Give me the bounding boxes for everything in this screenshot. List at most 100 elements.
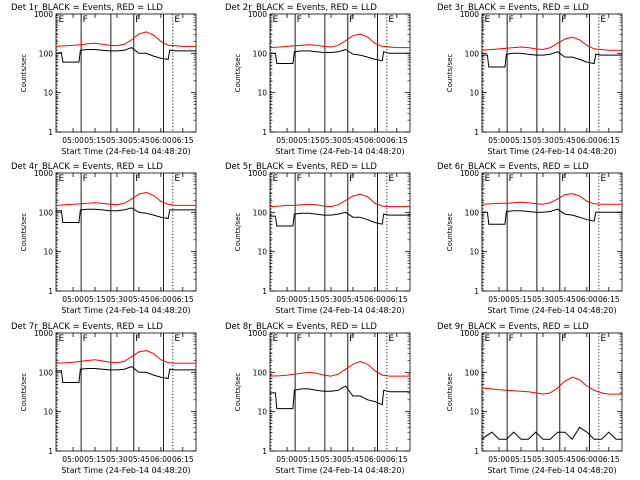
series-line xyxy=(55,31,196,47)
y-tick-label: 1000 xyxy=(248,10,267,19)
y-axis-label: Counts/sec xyxy=(446,54,454,93)
x-tick-label: 06:00 xyxy=(150,455,172,464)
y-tick-label: 1000 xyxy=(248,169,267,178)
series-line xyxy=(269,193,410,208)
x-tick-label: 06:00 xyxy=(364,295,386,304)
x-tick-label: 05:45 xyxy=(554,295,576,304)
series-line xyxy=(481,193,622,205)
marker-label: F xyxy=(349,174,354,184)
x-tick-label: 05:45 xyxy=(128,136,150,145)
plot-frame xyxy=(55,332,197,452)
marker-label: F xyxy=(509,15,514,25)
x-tick-label: 05:00 xyxy=(488,455,510,464)
y-tick-label: 1 xyxy=(48,128,53,137)
chart-title: Det 5r_BLACK = Events, RED = LLD xyxy=(225,162,377,172)
series-line xyxy=(269,48,410,64)
x-axis-label: Start Time (24-Feb-14 04:48:20) xyxy=(487,466,616,475)
marker-label: F xyxy=(349,15,354,25)
y-tick-label: 100 xyxy=(253,208,268,217)
y-tick-label: 10 xyxy=(469,89,479,98)
series-line xyxy=(269,360,410,377)
y-tick-label: 1000 xyxy=(34,169,53,178)
x-tick-label: 05:00 xyxy=(488,136,510,145)
marker-label: F xyxy=(349,334,354,344)
marker-label: F xyxy=(297,334,302,344)
x-axis-label: Start Time (24-Feb-14 04:48:20) xyxy=(275,147,404,156)
y-tick-label: 100 xyxy=(39,49,54,58)
x-tick-label: 06:00 xyxy=(150,136,172,145)
x-tick-label: 05:45 xyxy=(554,455,576,464)
x-tick-label: 06:15 xyxy=(598,455,620,464)
x-tick-label: 06:00 xyxy=(364,136,386,145)
marker-label: F xyxy=(509,174,514,184)
plot-frame xyxy=(55,172,197,292)
series-line xyxy=(55,349,196,364)
series-line xyxy=(481,376,622,395)
y-tick-label: 10 xyxy=(469,248,479,257)
x-tick-label: 05:30 xyxy=(532,295,554,304)
x-tick-label: 05:15 xyxy=(298,295,320,304)
x-tick-label: 05:45 xyxy=(554,136,576,145)
series-line xyxy=(481,36,622,51)
x-tick-label: 05:45 xyxy=(128,295,150,304)
y-tick-label: 100 xyxy=(253,49,268,58)
marker-label: E xyxy=(58,174,64,184)
plot-frame xyxy=(55,13,197,133)
marker-label: E xyxy=(272,334,278,344)
marker-label: E xyxy=(388,174,394,184)
series-line xyxy=(55,47,196,63)
marker-label: F xyxy=(135,174,140,184)
marker-label: F xyxy=(297,174,302,184)
y-tick-label: 1 xyxy=(474,447,479,456)
chart-title: Det 1r_BLACK = Events, RED = LLD xyxy=(11,3,163,13)
plot-frame xyxy=(481,172,623,292)
marker-label: F xyxy=(297,15,302,25)
y-tick-label: 10 xyxy=(257,248,267,257)
plot-frame xyxy=(269,13,411,133)
x-axis-label: Start Time (24-Feb-14 04:48:20) xyxy=(275,306,404,315)
y-tick-label: 1000 xyxy=(34,10,53,19)
plot-frame xyxy=(481,332,623,452)
x-axis-label: Start Time (24-Feb-14 04:48:20) xyxy=(61,306,190,315)
y-tick-label: 100 xyxy=(39,208,54,217)
x-tick-label: 05:45 xyxy=(128,455,150,464)
y-tick-label: 100 xyxy=(39,368,54,377)
x-tick-label: 06:15 xyxy=(172,136,194,145)
x-tick-label: 05:30 xyxy=(532,136,554,145)
chart-title: Det 4r_BLACK = Events, RED = LLD xyxy=(11,162,163,172)
series-line xyxy=(55,207,196,223)
y-tick-label: 1 xyxy=(48,447,53,456)
marker-label: E xyxy=(272,174,278,184)
x-tick-label: 05:00 xyxy=(276,136,298,145)
x-tick-label: 05:15 xyxy=(298,136,320,145)
marker-label: F xyxy=(83,334,88,344)
y-tick-label: 1000 xyxy=(460,10,479,19)
y-tick-label: 1000 xyxy=(248,329,267,338)
y-tick-label: 10 xyxy=(257,408,267,417)
x-axis-label: Start Time (24-Feb-14 04:48:20) xyxy=(61,147,190,156)
x-tick-label: 05:00 xyxy=(276,295,298,304)
y-tick-label: 1 xyxy=(474,128,479,137)
y-axis-label: Counts/sec xyxy=(20,54,28,93)
x-tick-label: 06:15 xyxy=(598,295,620,304)
y-axis-label: Counts/sec xyxy=(20,213,28,252)
x-tick-label: 05:30 xyxy=(106,136,128,145)
chart-title: Det 2r_BLACK = Events, RED = LLD xyxy=(225,3,377,13)
x-axis-label: Start Time (24-Feb-14 04:48:20) xyxy=(61,466,190,475)
y-tick-label: 10 xyxy=(43,248,53,257)
y-tick-label: 1 xyxy=(474,287,479,296)
y-tick-label: 1 xyxy=(48,287,53,296)
x-tick-label: 05:15 xyxy=(510,455,532,464)
y-tick-label: 10 xyxy=(469,408,479,417)
marker-label: E xyxy=(58,334,64,344)
plot-frame xyxy=(269,172,411,292)
y-axis-label: Counts/sec xyxy=(446,213,454,252)
y-tick-label: 10 xyxy=(43,89,53,98)
y-tick-label: 1 xyxy=(262,128,267,137)
marker-label: E xyxy=(174,334,180,344)
y-axis-label: Counts/sec xyxy=(446,373,454,412)
y-tick-label: 10 xyxy=(257,89,267,98)
chart-title: Det 9r_BLACK = Events, RED = LLD xyxy=(437,322,589,332)
x-tick-label: 05:15 xyxy=(510,295,532,304)
